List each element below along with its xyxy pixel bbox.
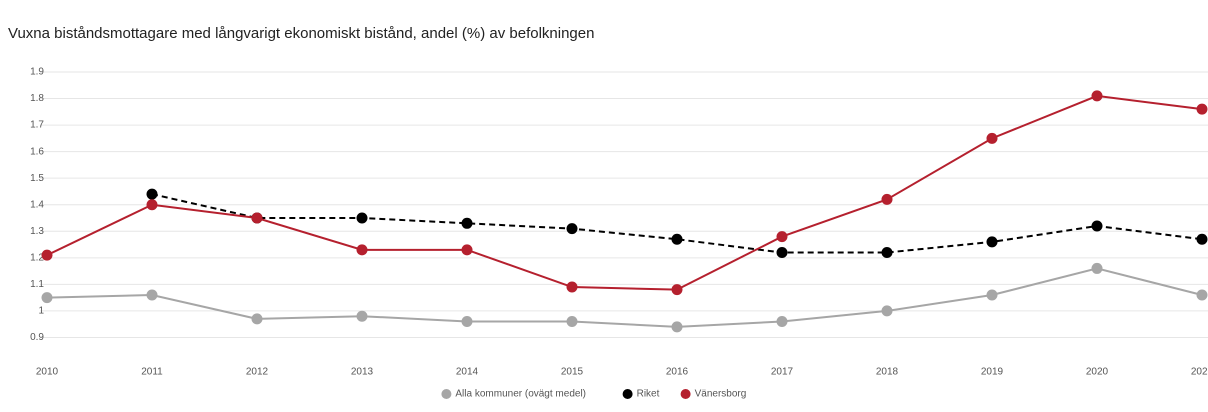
data-point bbox=[986, 289, 998, 301]
x-tick-label: 2017 bbox=[771, 367, 794, 378]
data-point bbox=[566, 316, 578, 328]
legend-label: Riket bbox=[637, 389, 660, 400]
data-point bbox=[881, 193, 893, 205]
data-point bbox=[461, 244, 473, 256]
y-tick-label: 1.3 bbox=[30, 226, 44, 237]
data-point bbox=[986, 236, 998, 248]
series-line bbox=[46, 267, 1203, 328]
data-point bbox=[1091, 220, 1103, 232]
x-tick-label: 2010 bbox=[36, 367, 59, 378]
data-point bbox=[251, 212, 263, 224]
data-point bbox=[671, 233, 683, 245]
legend-label: Alla kommuner (ovägt medel) bbox=[455, 389, 586, 400]
x-tick-label: 2013 bbox=[351, 367, 374, 378]
data-point bbox=[356, 212, 368, 224]
y-tick-label: 1.8 bbox=[30, 93, 44, 104]
y-tick-label: 1.2 bbox=[30, 252, 44, 263]
x-tick-label: 2018 bbox=[876, 367, 899, 378]
x-tick-label: 2012 bbox=[246, 367, 269, 378]
data-point bbox=[146, 199, 158, 211]
data-point bbox=[566, 223, 578, 235]
data-point bbox=[986, 132, 998, 144]
y-tick-label: 1 bbox=[38, 306, 44, 317]
data-point bbox=[1196, 103, 1208, 115]
data-point bbox=[881, 247, 893, 259]
data-point bbox=[1091, 90, 1103, 102]
legend-label: Vänersborg bbox=[695, 389, 747, 400]
y-tick-label: 1.9 bbox=[30, 67, 44, 78]
data-point bbox=[1091, 262, 1103, 274]
y-tick-label: 1.6 bbox=[30, 146, 44, 157]
data-point bbox=[41, 249, 53, 261]
x-tick-label: 2015 bbox=[561, 367, 584, 378]
y-tick-label: 0.9 bbox=[30, 332, 44, 343]
data-point bbox=[776, 247, 788, 259]
data-point bbox=[461, 217, 473, 229]
x-tick-label: 2016 bbox=[666, 367, 689, 378]
data-point bbox=[1196, 289, 1208, 301]
legend-swatch bbox=[622, 389, 633, 399]
x-tick-label: 2021 bbox=[1191, 367, 1208, 378]
data-point bbox=[671, 284, 683, 296]
x-tick-label: 2020 bbox=[1086, 367, 1109, 378]
legend-swatch bbox=[680, 389, 691, 399]
data-point bbox=[671, 321, 683, 333]
legend-swatch bbox=[441, 389, 452, 399]
data-point bbox=[1196, 233, 1208, 245]
chart-title: Vuxna biståndsmottagare med långvarigt e… bbox=[8, 25, 594, 42]
series-line bbox=[46, 94, 1203, 291]
data-point bbox=[146, 289, 158, 301]
x-tick-label: 2011 bbox=[141, 367, 163, 378]
data-point bbox=[251, 313, 263, 325]
data-point bbox=[461, 316, 473, 328]
y-tick-label: 1.5 bbox=[30, 173, 44, 184]
x-tick-label: 2019 bbox=[981, 367, 1004, 378]
x-tick-label: 2014 bbox=[456, 367, 479, 378]
y-tick-label: 1.1 bbox=[30, 279, 44, 290]
data-point bbox=[146, 188, 158, 200]
data-point bbox=[566, 281, 578, 293]
data-point bbox=[881, 305, 893, 317]
data-point bbox=[356, 244, 368, 256]
data-point bbox=[776, 231, 788, 243]
y-tick-label: 1.7 bbox=[30, 120, 44, 131]
data-point bbox=[356, 310, 368, 322]
data-point bbox=[776, 316, 788, 328]
data-point bbox=[41, 292, 53, 304]
y-tick-label: 1.4 bbox=[30, 199, 44, 210]
series-line bbox=[151, 193, 1203, 254]
